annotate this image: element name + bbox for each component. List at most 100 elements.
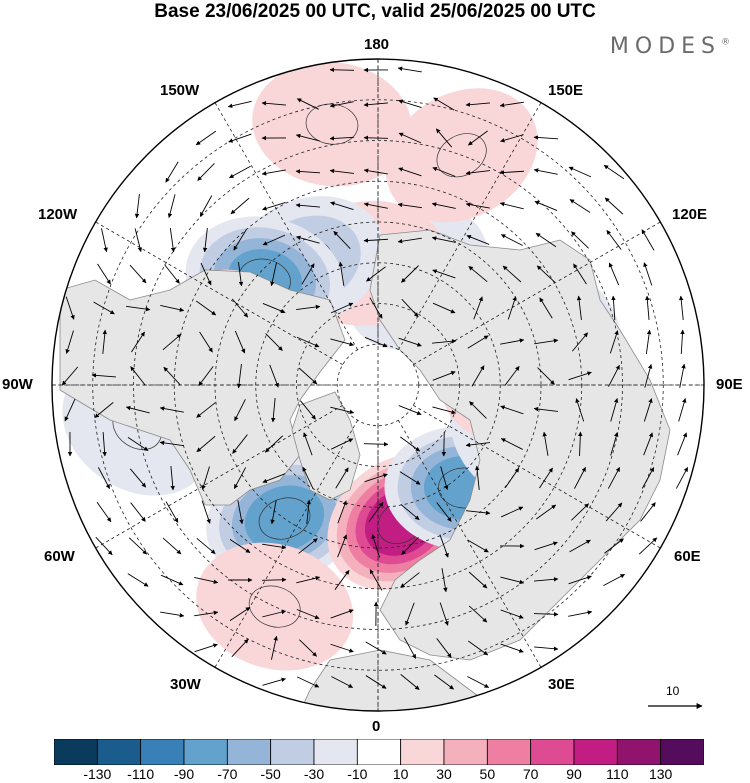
- anomaly-contour: [252, 61, 412, 187]
- lon-label-120w: 120W: [38, 206, 78, 223]
- wind-arrow: [262, 473, 286, 483]
- wind-arrow: [229, 539, 251, 553]
- wind-arrow: [261, 169, 286, 176]
- wind-arrow: [101, 228, 108, 253]
- wind-arrow: [500, 338, 525, 345]
- wind-arrow: [571, 332, 589, 352]
- wind-arrow: [533, 135, 559, 140]
- wind-arrow: [64, 398, 76, 422]
- wind-arrow: [431, 202, 456, 209]
- wind-arrow: [499, 101, 524, 108]
- wind-arrow: [95, 536, 113, 556]
- wind-arrow: [271, 635, 278, 660]
- wind-arrow: [127, 573, 149, 587]
- wind-arrow: [234, 330, 246, 354]
- wind-arrow: [126, 305, 151, 312]
- wind-arrow: [195, 130, 217, 146]
- wind-arrow: [296, 304, 321, 311]
- wind-arrow: [504, 467, 520, 489]
- wind-arrow: [301, 263, 315, 285]
- wind-arrow: [271, 398, 276, 423]
- wind-arrow: [641, 467, 655, 489]
- wind-arrow: [302, 466, 314, 490]
- wind-arrow: [643, 262, 653, 286]
- wind-arrow: [194, 576, 219, 584]
- wind-arrow: [129, 264, 147, 284]
- wind-arrow: [576, 295, 582, 320]
- wind-arrow: [679, 363, 686, 388]
- wind-arrow: [96, 501, 112, 523]
- wind-arrow: [500, 506, 524, 518]
- wind-arrow: [569, 539, 591, 553]
- wind-arrow: [533, 168, 558, 175]
- wind-arrow: [499, 170, 525, 175]
- wind-arrow: [573, 263, 587, 285]
- wind-arrow: [165, 501, 179, 523]
- colorbar-swatch: [270, 739, 315, 765]
- wind-arrow: [369, 297, 383, 319]
- lon-label-30e: 30E: [548, 676, 575, 693]
- wind-arrow: [363, 102, 388, 107]
- colorbar-tick-label: -70: [217, 766, 238, 782]
- wind-arrow: [262, 303, 286, 314]
- wind-arrow: [234, 399, 246, 422]
- wind-arrow: [440, 466, 449, 490]
- wind-arrow: [638, 537, 658, 555]
- wind-arrow: [262, 543, 287, 550]
- wind-arrow: [539, 297, 553, 319]
- wind-arrow: [473, 296, 483, 320]
- wind-arrow: [400, 674, 420, 690]
- wind-arrow: [130, 502, 146, 522]
- wind-arrow: [535, 232, 557, 248]
- wind-arrow: [466, 234, 490, 245]
- wind-arrow: [609, 330, 619, 354]
- colorbar-swatch: [573, 739, 618, 765]
- wind-arrow: [500, 234, 523, 246]
- wind-arrow: [398, 99, 422, 108]
- wind-arrow: [170, 466, 175, 491]
- wind-arrow: [405, 602, 415, 626]
- wind-arrow: [641, 229, 655, 251]
- wind-arrow: [195, 300, 217, 316]
- wind-arrow: [439, 602, 449, 626]
- wind-arrow: [568, 371, 592, 381]
- wind-arrow: [432, 338, 457, 344]
- wind-arrow: [162, 537, 182, 555]
- wind-arrow: [467, 676, 490, 688]
- wind-arrow: [432, 406, 457, 415]
- colorbar-swatch: [616, 739, 662, 765]
- colorbar-swatch: [400, 739, 445, 765]
- wind-arrow: [134, 228, 143, 253]
- wind-arrow: [130, 366, 146, 386]
- wind-arrow: [568, 610, 593, 617]
- wind-arrow: [645, 295, 650, 320]
- wind-arrow: [296, 575, 321, 584]
- wind-arrow: [441, 431, 447, 457]
- wind-arrow: [236, 364, 242, 389]
- wind-arrow: [167, 194, 176, 219]
- wind-arrow: [262, 202, 286, 211]
- wind-arrow: [398, 132, 422, 144]
- wind-arrow: [169, 228, 176, 253]
- wind-arrow: [159, 406, 184, 413]
- wind-arrow: [500, 609, 524, 619]
- wind-arrow: [474, 465, 480, 490]
- anomaly-isoline: [258, 497, 311, 540]
- wind-arrow: [607, 467, 621, 489]
- colorbar-tick-label: -10: [347, 766, 368, 782]
- wind-arrow: [537, 367, 555, 385]
- wind-arrow: [534, 200, 558, 212]
- colorbar-tick-label: -130: [83, 766, 112, 782]
- wind-arrow: [675, 467, 689, 489]
- wind-arrow: [163, 366, 181, 386]
- wind-arrow: [128, 537, 148, 555]
- wind-arrow: [329, 67, 355, 73]
- wind-arrow: [568, 575, 592, 585]
- wind-arrow: [296, 98, 319, 110]
- wind-arrow: [678, 398, 687, 422]
- wind-arrow: [643, 432, 653, 456]
- wind-arrow: [571, 503, 589, 521]
- wind-arrow: [534, 577, 559, 582]
- wind-arrow: [433, 97, 455, 111]
- wind-arrow: [232, 434, 248, 454]
